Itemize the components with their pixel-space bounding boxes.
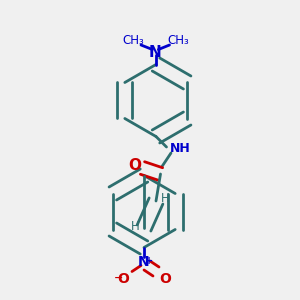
Text: H: H: [130, 220, 140, 233]
Text: N: N: [148, 45, 161, 60]
Text: CH₃: CH₃: [123, 34, 144, 47]
Text: −: −: [114, 272, 123, 283]
Text: N: N: [138, 256, 150, 269]
Text: H: H: [160, 191, 169, 205]
Text: O: O: [159, 272, 171, 286]
Text: CH₃: CH₃: [168, 34, 189, 47]
Text: O: O: [117, 272, 129, 286]
Text: O: O: [128, 158, 142, 172]
Text: +: +: [145, 256, 154, 266]
Text: NH: NH: [169, 142, 190, 155]
